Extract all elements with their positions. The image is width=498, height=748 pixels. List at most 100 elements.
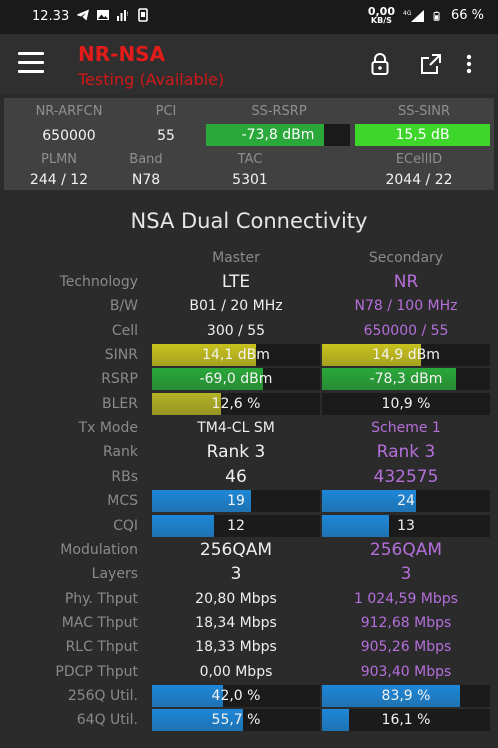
nsa-secondary-cell: 83,9 %	[322, 684, 490, 707]
app-title: NR-NSA	[78, 42, 166, 66]
menu-icon[interactable]	[18, 52, 44, 76]
status-time: 12.33	[32, 9, 70, 24]
nsa-secondary-value: 650000 / 55	[363, 322, 449, 339]
nsa-master-bar-fill	[152, 514, 215, 537]
nsa-master-value: 14,1 dBm	[202, 347, 270, 364]
nsa-secondary-cell: Scheme 1	[322, 417, 490, 439]
label-band: Band	[129, 152, 163, 167]
value-ss-sinr: 15,5 dB	[395, 127, 450, 143]
nsa-secondary-cell: -78,3 dBm	[322, 368, 490, 391]
nsa-row: RBs 46 432575	[0, 466, 498, 490]
notification-icons: !	[76, 8, 150, 22]
label-tac: TAC	[237, 152, 263, 167]
more-vert-icon[interactable]	[463, 52, 475, 76]
nsa-row: RSRP -69,0 dBm -78,3 dBm	[0, 368, 498, 392]
nsa-row-label: 256Q Util.	[67, 687, 138, 704]
nsa-row-label: PDCP Thput	[55, 663, 138, 680]
nsa-master-value: 0,00 Mbps	[199, 663, 273, 680]
nsa-secondary-value: 903,40 Mbps	[360, 663, 452, 680]
nsa-secondary-cell: 10,9 %	[322, 392, 490, 415]
nsa-secondary-cell: 912,68 Mbps	[322, 612, 490, 634]
label-ss-sinr: SS-SINR	[397, 104, 451, 119]
cellular-signal-icon: 4G	[403, 9, 424, 22]
nsa-master-cell: 12	[152, 514, 320, 537]
nsa-master-bar-fill	[152, 392, 221, 415]
ss-rsrp-bar: -73,8 dBm	[206, 124, 350, 146]
nsa-row: Cell 300 / 55 650000 / 55	[0, 320, 498, 344]
nsa-row: MAC Thput 18,34 Mbps 912,68 Mbps	[0, 612, 498, 636]
nsa-secondary-value: 10,9 %	[381, 395, 431, 412]
nsa-master-value: 300 / 55	[206, 322, 266, 339]
nsa-row: Rank Rank 3 Rank 3	[0, 441, 498, 465]
nsa-master-bar-fill	[152, 368, 263, 391]
nsa-secondary-cell: 16,1 %	[322, 709, 490, 732]
nsa-master-value: 12	[227, 517, 245, 534]
app-subtitle: Testing (Available)	[78, 70, 225, 89]
nsa-secondary-cell: 432575	[322, 466, 490, 488]
nsa-row-label: BLER	[102, 395, 138, 412]
nsa-row-label: B/W	[109, 298, 138, 315]
nsa-row-label: Cell	[111, 322, 138, 339]
nsa-master-bar-fill	[152, 684, 223, 707]
signal-wifi-icon: !	[117, 10, 129, 21]
nsa-row-label: Phy. Thput	[64, 590, 138, 607]
ss-sinr-bar: 15,5 dB	[355, 124, 490, 146]
svg-text:!: !	[127, 11, 129, 18]
nsa-master-value: 55,7 %	[211, 712, 261, 729]
nsa-secondary-value: Scheme 1	[371, 420, 441, 437]
nsa-master-cell: 256QAM	[152, 539, 320, 561]
nsa-master-cell: TM4-CL SM	[152, 417, 320, 439]
nsa-master-bar-fill	[152, 490, 252, 513]
nsa-secondary-bar-fill	[322, 684, 460, 707]
nsa-master-value: TM4-CL SM	[197, 420, 275, 437]
nsa-secondary-cell: N78 / 100 MHz	[322, 295, 490, 317]
nsa-row-label: RLC Thput	[65, 639, 138, 656]
nsa-secondary-cell: 1 024,59 Mbps	[322, 588, 490, 610]
nsa-secondary-bar-fill	[322, 490, 417, 513]
value-plmn: 244 / 12	[29, 172, 89, 188]
nsa-secondary-bar-fill	[322, 709, 349, 732]
nsa-master-cell: 55,7 %	[152, 709, 320, 732]
nsa-secondary-value: -78,3 dBm	[369, 371, 443, 388]
label-ecellid: ECellID	[395, 152, 443, 167]
nsa-master-value: 256QAM	[199, 539, 273, 560]
nsa-master-cell: 3	[152, 563, 320, 585]
nsa-master-value: 18,34 Mbps	[195, 614, 277, 631]
open-external-icon[interactable]	[419, 52, 443, 76]
value-tac: 5301	[232, 172, 268, 188]
status-bar: 12.33 ! 0,00 KB/S 4G 66 %	[0, 0, 498, 34]
nsa-secondary-value: NR	[393, 272, 419, 292]
nsa-master-value: 20,80 Mbps	[195, 590, 277, 607]
lock-icon[interactable]	[368, 52, 392, 76]
value-pci: 55	[157, 128, 175, 144]
nsa-master-value: 18,33 Mbps	[195, 639, 277, 656]
nsa-master-cell: 46	[152, 466, 320, 488]
nsa-master-cell: 42,0 %	[152, 684, 320, 707]
nsa-master-value: Rank 3	[206, 442, 266, 463]
ss-rsrp-bar-fill	[206, 124, 325, 146]
nsa-master-value: 46	[225, 466, 247, 487]
nsa-secondary-value: 24	[397, 493, 415, 510]
nsa-secondary-value: 13	[397, 517, 415, 534]
nsa-row-label: Technology	[59, 274, 138, 290]
nsa-secondary-value: 1 024,59 Mbps	[354, 590, 458, 607]
battery-percent: 66 %	[450, 8, 484, 23]
nsa-row: RLC Thput 18,33 Mbps 905,26 Mbps	[0, 636, 498, 660]
nsa-secondary-cell: 905,26 Mbps	[322, 636, 490, 658]
nsa-secondary-cell: 3	[322, 563, 490, 585]
nsa-master-cell: 0,00 Mbps	[152, 661, 320, 683]
nsa-row-label: MAC Thput	[61, 614, 138, 631]
value-ecellid: 2044 / 22	[385, 172, 453, 188]
nsa-row: CQI 12 13	[0, 514, 498, 539]
nsa-secondary-cell: Rank 3	[322, 441, 490, 463]
value-nr-arfcn: 650000	[42, 128, 96, 144]
summary-panel: NR-ARFCN PCI SS-RSRP SS-SINR 650000 55 -…	[4, 98, 494, 190]
nsa-master-bar-fill	[152, 344, 257, 367]
nsa-secondary-value: 3	[400, 564, 412, 585]
nsa-master-cell: 18,33 Mbps	[152, 636, 320, 658]
nsa-secondary-bar-fill	[322, 344, 422, 367]
nsa-master-cell: Rank 3	[152, 441, 320, 463]
nsa-row: Technology LTE NR	[0, 271, 498, 295]
nsa-secondary-cell: 256QAM	[322, 539, 490, 561]
nsa-row: PDCP Thput 0,00 Mbps 903,40 Mbps	[0, 661, 498, 685]
